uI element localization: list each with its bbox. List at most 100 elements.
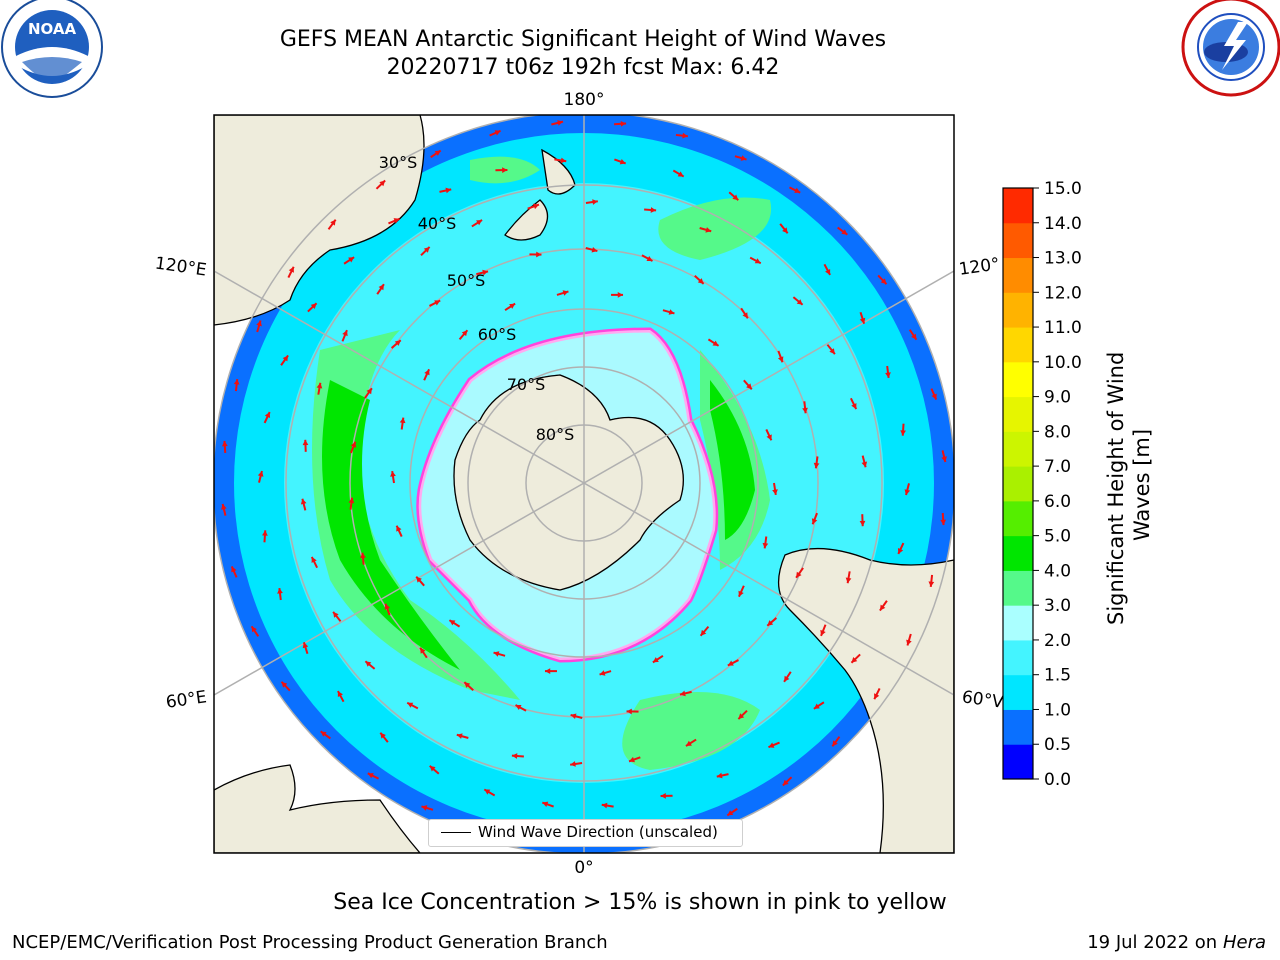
colorbar-label-line2: Waves [m] — [1130, 429, 1154, 541]
wave-direction-arrowhead — [365, 661, 372, 667]
wave-direction-arrowhead — [904, 489, 911, 496]
lon-label-180: 180° — [564, 90, 605, 110]
wave-direction-arrowhead — [619, 158, 626, 165]
colorbar-cell — [1003, 709, 1033, 745]
wave-direction-arrowhead — [813, 703, 820, 709]
wave-direction-arrowhead — [685, 740, 692, 746]
wave-direction-arrowhead — [542, 801, 549, 808]
wave-direction-arrowhead — [859, 317, 866, 324]
wave-direction-arrowhead — [337, 691, 343, 698]
wave-direction-arrowhead — [859, 520, 866, 527]
wave-direction-arrowhead — [811, 518, 818, 525]
wave-direction-arrowhead — [601, 802, 608, 809]
colorbar-cell — [1003, 292, 1033, 328]
lat-label-30s: 30°S — [379, 153, 418, 172]
wave-direction-arrowhead — [660, 792, 666, 799]
wave-direction-arrowhead — [445, 187, 452, 194]
colorbar-tick-label: 1.0 — [1044, 700, 1071, 720]
wave-direction-arrowhead — [461, 330, 468, 337]
wave-direction-arrowhead — [464, 682, 471, 688]
map-frame — [213, 114, 955, 854]
wave-direction-arrowhead — [682, 132, 688, 139]
wave-direction-arrowhead — [251, 626, 257, 633]
wave-direction-arrowhead — [897, 547, 904, 554]
wave-direction-arrowhead — [302, 439, 309, 446]
lon-label-60e: 60°E — [165, 687, 208, 712]
colorbar-cell — [1003, 188, 1033, 224]
colorbar-cell — [1003, 257, 1033, 293]
machine-name: Hera — [1222, 932, 1266, 953]
wave-direction-arrowhead — [592, 199, 598, 205]
wave-direction-arrowhead — [424, 369, 430, 376]
wave-direction-arrowhead — [429, 765, 436, 772]
colorbar-label-line1: Significant Height of Wind — [1104, 352, 1128, 625]
wave-direction-arrowhead — [360, 552, 366, 559]
wave-direction-arrowhead — [562, 290, 569, 296]
wave-direction-arrowhead — [310, 303, 317, 309]
legend-label: Wind Wave Direction (unscaled) — [478, 823, 718, 841]
date-text: 19 Jul 2022 on — [1087, 932, 1223, 953]
wave-direction-arrowhead — [885, 372, 891, 378]
wave-direction-arrowhead — [311, 556, 317, 563]
wave-direction-arrowhead — [599, 670, 606, 676]
wave-direction-arrowhead — [768, 742, 775, 748]
wave-direction-arrowhead — [476, 220, 483, 226]
wave-direction-arrowhead — [617, 292, 624, 298]
wave-direction-arrowhead — [646, 255, 653, 262]
wave-direction-arrowhead — [738, 713, 745, 720]
noaa-logo: NOAA — [1, 0, 103, 98]
colorbar-cell — [1003, 500, 1033, 537]
map-title: GEFS MEAN Antarctic Significant Height o… — [279, 27, 887, 52]
colorbar: 0.0 0.5 1.0 1.5 2.0 3.0 4.0 5.0 6.0 7.0 8.0 9.0 10.0… — [1002, 180, 1154, 790]
wave-direction-arrowhead — [264, 412, 271, 419]
wave-direction-arrowhead — [256, 320, 262, 327]
wave-direction-arrowhead — [845, 577, 852, 584]
wave-direction-arrowhead — [782, 227, 788, 234]
wave-direction-arrowhead — [727, 810, 734, 816]
lat-label-80s: 80°S — [536, 425, 575, 444]
wave-direction-arrowhead — [732, 194, 739, 201]
colorbar-tick-label: 4.0 — [1044, 561, 1071, 581]
colorbar-cell — [1003, 605, 1033, 641]
wave-direction-arrowhead — [880, 278, 887, 285]
wave-direction-arrowhead — [281, 681, 288, 688]
wind-wave-arrows — [221, 120, 947, 846]
wave-direction-arrowhead — [851, 403, 857, 410]
wave-direction-arrowhead — [333, 611, 339, 618]
wave-direction-arrowhead — [825, 268, 831, 275]
wave-direction-arrowhead — [511, 753, 518, 759]
wave-direction-arrowhead — [560, 157, 567, 164]
colorbar-tick-label: 0.5 — [1044, 735, 1071, 755]
colorbar-cell — [1003, 431, 1033, 467]
lon-label-120e: 120°E — [154, 254, 208, 281]
wave-direction-arrowhead — [330, 219, 336, 226]
wave-direction-arrowhead — [288, 266, 294, 273]
wave-direction-arrowhead — [650, 207, 657, 213]
colorbar-tick-label: 8.0 — [1044, 422, 1071, 442]
wave-direction-arrowhead — [348, 257, 355, 263]
wave-direction-arrowhead — [282, 355, 289, 362]
wave-direction-arrowhead — [652, 657, 659, 663]
wave-direction-arrowhead — [629, 756, 635, 763]
wave-direction-arrowhead — [829, 348, 835, 355]
sea-ice — [416, 327, 719, 663]
colorbar-tick-label: 15.0 — [1044, 180, 1082, 199]
wave-direction-arrowhead — [591, 246, 598, 253]
caption: Sea Ice Concentration > 15% is shown in … — [333, 890, 947, 915]
wave-direction-arrowhead — [257, 470, 264, 477]
wave-direction-arrowhead — [766, 434, 772, 441]
wave-direction-arrowhead — [700, 629, 707, 636]
graticule — [214, 115, 954, 853]
credit-text: NCEP/EMC/Verification Post Processing Pr… — [12, 932, 608, 953]
wave-direction-arrowhead — [861, 461, 868, 468]
colorbar-tick-label: 11.0 — [1044, 318, 1082, 338]
wave-direction-arrowhead — [494, 130, 501, 136]
wave-direction-arrowhead — [738, 590, 744, 597]
colorbar-cell — [1003, 396, 1033, 432]
wave-direction-arrowhead — [832, 740, 838, 747]
wave-direction-arrowhead — [626, 708, 632, 715]
wave-direction-arrowhead — [416, 576, 422, 583]
wave-direction-arrowhead — [754, 258, 761, 264]
wave-direction-arrowhead — [420, 647, 426, 654]
nws-logo — [1181, 0, 1280, 97]
